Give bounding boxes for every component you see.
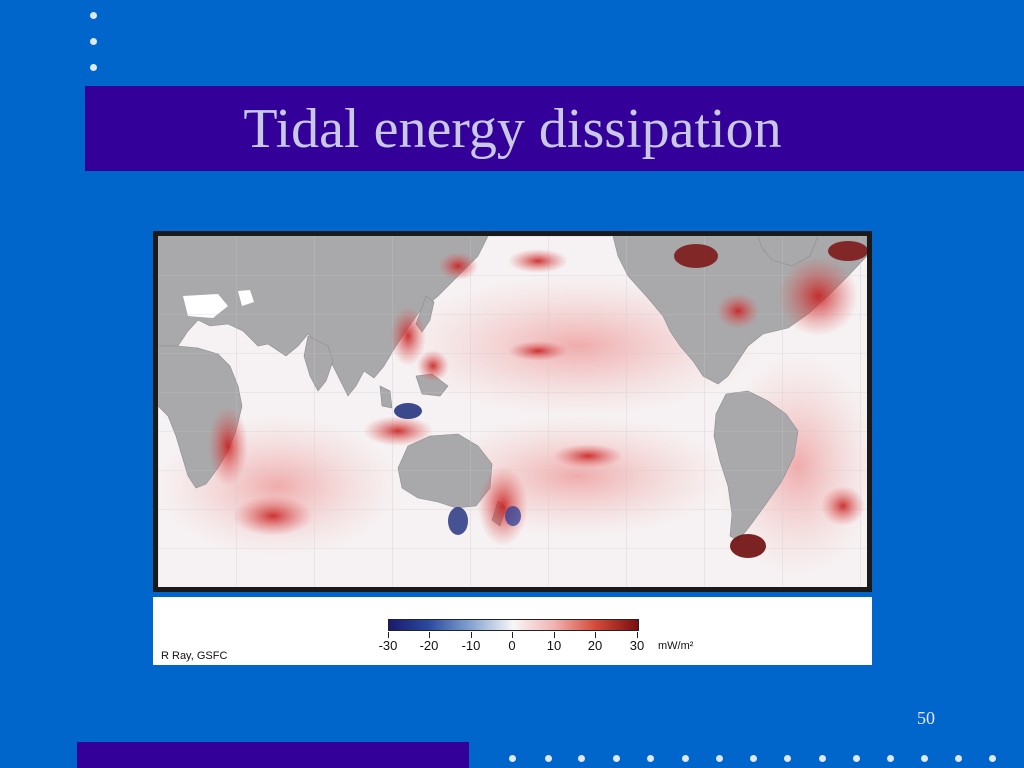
decor-dot [90,38,97,45]
slide-title: Tidal energy dissipation [243,97,782,160]
colorbar-tick-label: -20 [419,638,439,653]
decor-dot [613,755,620,762]
colorbar-tick-label: -30 [378,638,398,653]
colorbar-tick [388,632,389,638]
decor-dot [819,755,826,762]
decor-dot [647,755,654,762]
unit-label: mW/m² [658,640,694,652]
decor-dot [853,755,860,762]
colorbar-tick [554,632,555,638]
image-credit: R Ray, GSFC [161,650,228,662]
decor-dot [750,755,757,762]
colorbar-tick [429,632,430,638]
title-bar: Tidal energy dissipation [85,86,1024,171]
map-svg [157,235,872,587]
colorbar-tick [471,632,472,638]
dissipation-hotspots [208,241,868,558]
colorbar-tick-label: 10 [546,638,562,653]
colorbar-tick-label: 20 [587,638,603,653]
decor-dot [784,755,791,762]
colorbar-tick [637,632,638,638]
decor-dot [509,755,516,762]
colorbar-tick-label: 30 [629,638,645,653]
colorbar-tick [595,632,596,638]
legend-panel: -30 -20 -10 0 10 20 30 mW/m² R Ray, GSFC [153,597,872,665]
page-number: 50 [917,708,935,728]
decor-dot [887,755,894,762]
colorbar-tick-label: 0 [508,638,516,653]
decor-dot [90,12,97,19]
decor-dot [989,755,996,762]
decor-dot [90,64,97,71]
map-frame [153,231,872,592]
colorbar [388,619,639,631]
decor-dot [921,755,928,762]
colorbar-tick-label: -10 [461,638,481,653]
bottom-bar [77,742,469,768]
decor-dot [545,755,552,762]
decor-dot [682,755,689,762]
decor-dot [578,755,585,762]
dissipation-map [157,235,872,587]
colorbar-tick [512,632,513,638]
decor-dot [955,755,962,762]
decor-dot [716,755,723,762]
